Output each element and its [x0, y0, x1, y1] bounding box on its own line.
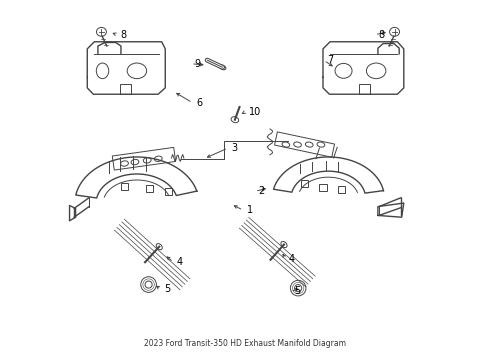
Text: 4: 4: [177, 257, 183, 267]
Bar: [121, 183, 128, 190]
Bar: [338, 186, 345, 193]
Text: 4: 4: [289, 254, 295, 264]
Text: 5: 5: [294, 286, 300, 296]
Bar: [146, 185, 153, 192]
Bar: [165, 188, 172, 195]
Text: 6: 6: [196, 98, 202, 108]
Text: 10: 10: [248, 107, 261, 117]
Text: 2: 2: [258, 186, 265, 196]
Text: 9: 9: [195, 59, 201, 69]
Bar: [319, 184, 326, 191]
Bar: [120, 84, 131, 94]
Bar: [359, 84, 370, 94]
Text: 1: 1: [247, 205, 253, 215]
Text: 5: 5: [164, 284, 171, 294]
Text: 3: 3: [232, 143, 238, 153]
Bar: [301, 180, 308, 187]
Text: 2023 Ford Transit-350 HD Exhaust Manifold Diagram: 2023 Ford Transit-350 HD Exhaust Manifol…: [144, 339, 346, 348]
Text: 8: 8: [120, 30, 126, 40]
Text: 8: 8: [378, 30, 384, 40]
Text: 7: 7: [327, 55, 334, 65]
